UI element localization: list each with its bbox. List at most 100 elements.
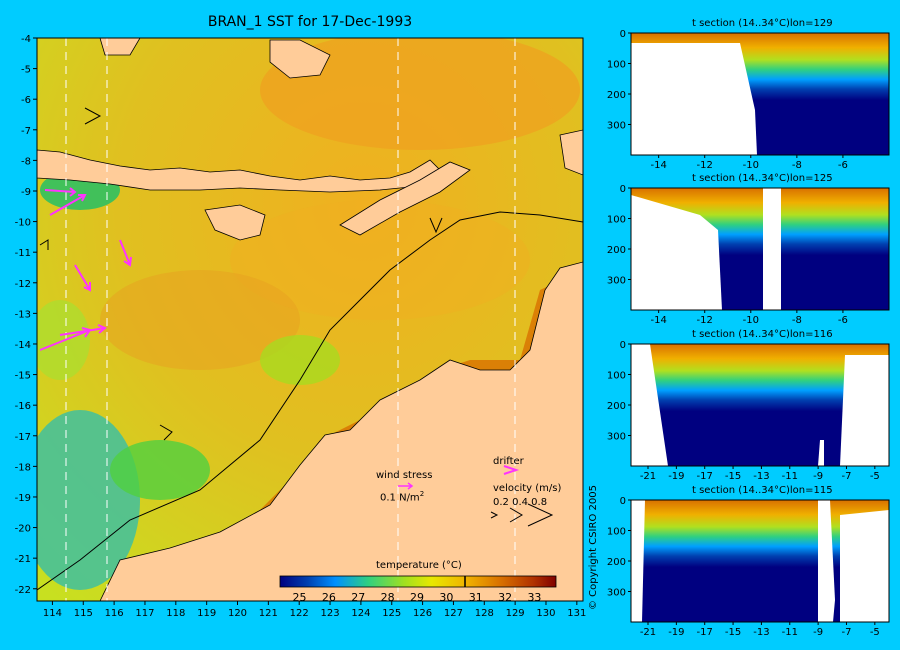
lon-tick-label: 115 xyxy=(74,608,93,619)
section-x-tick-label: -7 xyxy=(841,627,851,638)
section-x-tick-label: -8 xyxy=(792,315,802,326)
colorbar-tick-label: 28 xyxy=(380,591,395,604)
lat-tick-label: -7 xyxy=(21,126,31,137)
lat-tick-label: -8 xyxy=(21,156,31,167)
lat-tick-label: -11 xyxy=(15,248,31,259)
section-x-tick-label: -17 xyxy=(697,627,713,638)
lat-tick-label: -18 xyxy=(15,462,31,473)
section-y-tick-label: 100 xyxy=(607,527,626,538)
lat-tick-label: -10 xyxy=(15,218,31,229)
section-x-tick-label: -19 xyxy=(668,627,684,638)
colorbar-title: temperature (°C) xyxy=(376,560,462,571)
section-y-tick-label: 0 xyxy=(620,496,626,507)
section-y-tick-label: 200 xyxy=(607,90,626,101)
section-x-tick-label: -6 xyxy=(838,160,848,171)
section-x-tick-label: -14 xyxy=(650,315,666,326)
section-y-tick-label: 200 xyxy=(607,245,626,256)
section-x-tick-label: -13 xyxy=(753,471,769,482)
lon-tick-label: 124 xyxy=(351,608,370,619)
colorbar-tick-label: 27 xyxy=(351,591,366,604)
lon-tick-label: 128 xyxy=(475,608,494,619)
lon-tick-label: 119 xyxy=(197,608,216,619)
section-x-tick-label: -12 xyxy=(697,315,713,326)
section-x-tick-label: -12 xyxy=(697,160,713,171)
lat-tick-label: -14 xyxy=(15,340,31,351)
section-x-tick-label: -13 xyxy=(753,627,769,638)
lon-tick-label: 121 xyxy=(259,608,278,619)
lon-tick-label: 114 xyxy=(43,608,62,619)
lat-tick-label: -17 xyxy=(15,432,31,443)
lat-tick-label: -22 xyxy=(15,585,31,596)
lat-tick-label: -15 xyxy=(15,371,31,382)
lon-tick-label: 118 xyxy=(166,608,185,619)
section-x-tick-label: -6 xyxy=(838,315,848,326)
lon-tick-label: 116 xyxy=(105,608,124,619)
lon-tick-label: 127 xyxy=(444,608,463,619)
lat-tick-label: -19 xyxy=(15,493,31,504)
lon-tick-label: 126 xyxy=(413,608,432,619)
colorbar xyxy=(279,575,557,588)
section-x-tick-label: -19 xyxy=(668,471,684,482)
lon-tick-label: 123 xyxy=(321,608,340,619)
colorbar-tick-label: 33 xyxy=(527,591,542,604)
colorbar-tick-label: 26 xyxy=(321,591,336,604)
section-axes: -14 -12 -10 -8 -6 0 100 200 300 -14 -12 -10 -8 -6 0 100… xyxy=(607,29,880,638)
section-y-tick-label: 0 xyxy=(620,340,626,351)
lon-tick-label: 130 xyxy=(536,608,555,619)
colorbar-tick-label: 29 xyxy=(410,591,424,604)
copyright: © Copyright CSIRO 2005 xyxy=(588,485,599,610)
section-x-tick-label: -10 xyxy=(743,160,759,171)
section-x-tick-label: -11 xyxy=(782,471,798,482)
section-x-tick-label: -21 xyxy=(640,627,656,638)
section-title-2: t section (14..34°C)lon=125 xyxy=(692,173,833,184)
section-x-tick-label: -21 xyxy=(640,471,656,482)
colorbar-tick-label: 25 xyxy=(292,591,307,604)
lat-tick-label: -12 xyxy=(15,279,31,290)
lat-tick-label: -6 xyxy=(21,95,31,106)
section-y-tick-label: 0 xyxy=(620,184,626,195)
section-y-tick-label: 100 xyxy=(607,371,626,382)
lon-tick-label: 125 xyxy=(382,608,401,619)
lon-tick-label: 117 xyxy=(135,608,154,619)
section-y-tick-label: 100 xyxy=(607,215,626,226)
lat-tick-label: -9 xyxy=(21,187,31,198)
section-y-tick-label: 300 xyxy=(607,121,626,132)
velocity-label: velocity (m/s) xyxy=(493,483,562,494)
lat-tick-label: -13 xyxy=(15,309,31,320)
velocity-values: 0.2 0.4 0.8 xyxy=(493,497,548,508)
drifter-label: drifter xyxy=(493,456,524,467)
lat-tick-label: -5 xyxy=(21,65,31,76)
lon-tick-label: 122 xyxy=(290,608,309,619)
section-x-tick-label: -5 xyxy=(870,471,880,482)
velocity-scale-arrows xyxy=(490,503,554,527)
colorbar-tick-label: 32 xyxy=(498,591,513,604)
colorbar-tick-label: 31 xyxy=(468,591,483,604)
wind-stress-arrow xyxy=(398,482,414,490)
section-x-tick-label: -15 xyxy=(725,471,741,482)
section-title-3: t section (14..34°C)lon=116 xyxy=(692,329,833,340)
section-x-tick-label: -15 xyxy=(725,627,741,638)
section-x-tick-label: -9 xyxy=(813,471,823,482)
section-x-tick-label: -9 xyxy=(813,627,823,638)
colorbar-tick-label: 30 xyxy=(439,591,454,604)
section-y-tick-label: 300 xyxy=(607,276,626,287)
lon-tick-label: 129 xyxy=(506,608,525,619)
section-x-tick-label: -7 xyxy=(841,471,851,482)
section-panels xyxy=(630,32,890,623)
sst-field xyxy=(37,38,583,601)
section-x-tick-label: -8 xyxy=(792,160,802,171)
map-frame xyxy=(36,37,584,602)
section-y-tick-label: 200 xyxy=(607,557,626,568)
section-x-tick-label: -14 xyxy=(650,160,666,171)
lat-tick-label: -4 xyxy=(21,34,31,45)
lon-tick-label: 120 xyxy=(228,608,247,619)
section-x-tick-label: -10 xyxy=(743,315,759,326)
section-y-tick-label: 0 xyxy=(620,29,626,40)
section-title-4: t section (14..34°C)lon=115 xyxy=(692,485,833,496)
section-y-tick-label: 200 xyxy=(607,401,626,412)
section-x-tick-label: -11 xyxy=(782,627,798,638)
section-y-tick-label: 100 xyxy=(607,60,626,71)
figure-title: BRAN_1 SST for 17-Dec-1993 xyxy=(207,14,413,30)
section-title-1: t section (14..34°C)lon=129 xyxy=(692,18,833,29)
